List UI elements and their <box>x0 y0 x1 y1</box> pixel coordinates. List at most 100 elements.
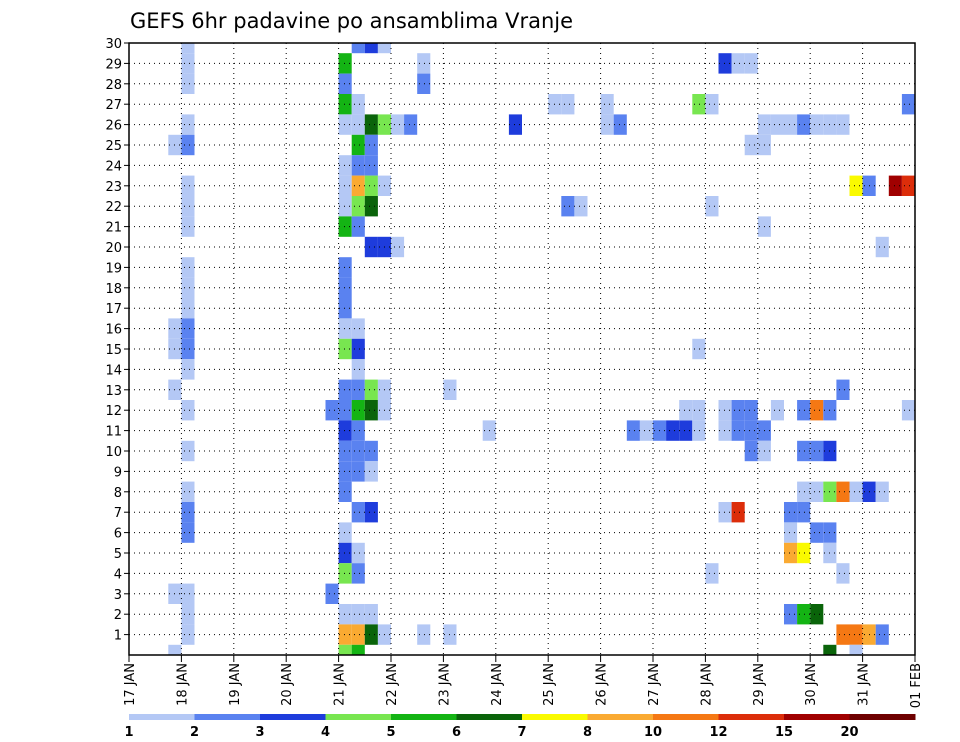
precip-cell <box>679 400 693 421</box>
precip-cell <box>417 53 431 74</box>
precip-cell <box>168 644 182 655</box>
precip-cell <box>810 440 824 462</box>
y-tick-label: 5 <box>114 547 122 562</box>
precip-cell <box>731 53 745 74</box>
precip-cell <box>338 604 352 625</box>
legend-label: 8 <box>583 725 592 740</box>
precip-cell <box>338 216 352 237</box>
precip-cell <box>364 379 378 400</box>
precip-cell <box>705 94 719 115</box>
precip-cell <box>338 379 352 400</box>
precip-cell <box>901 400 915 421</box>
precip-cell <box>849 624 863 645</box>
precip-cell <box>338 644 352 655</box>
chart-title: GEFS 6hr padavine po ansamblima Vranje <box>130 9 573 33</box>
precip-cell <box>770 400 784 421</box>
precip-cell <box>364 400 378 421</box>
precip-cell <box>574 196 588 217</box>
precip-cell <box>875 624 889 645</box>
legend-label: 2 <box>190 725 199 740</box>
precip-cell <box>784 502 798 523</box>
y-tick-label: 15 <box>105 343 122 358</box>
precip-cell <box>338 73 352 94</box>
precip-cell <box>797 400 811 421</box>
precip-cell <box>351 94 365 115</box>
precip-cell <box>417 73 431 94</box>
precip-cell <box>181 359 195 380</box>
precip-cell <box>338 298 352 319</box>
precip-cell <box>351 134 365 156</box>
x-tick-label: 25 JAN <box>542 663 557 706</box>
precip-cell <box>338 53 352 74</box>
y-tick-label: 4 <box>114 567 122 582</box>
legend-swatch <box>587 714 654 720</box>
precip-cell <box>338 563 352 584</box>
precip-cell <box>181 502 195 523</box>
precip-cell <box>639 420 653 441</box>
precip-cell <box>364 461 378 482</box>
precip-cell <box>836 481 850 502</box>
precip-cell <box>351 216 365 237</box>
precip-cell <box>744 53 758 74</box>
y-tick-label: 14 <box>105 363 122 378</box>
precip-cell <box>797 542 811 564</box>
legend-swatch <box>456 714 523 720</box>
precip-cell <box>351 175 365 196</box>
precip-cell <box>338 338 352 360</box>
precip-cell <box>351 196 365 217</box>
precip-cell <box>718 420 732 441</box>
legend-swatch <box>718 714 785 720</box>
y-tick-label: 3 <box>114 588 122 603</box>
precip-cell <box>364 196 378 217</box>
x-tick-label: 27 JAN <box>647 663 662 706</box>
precip-cell <box>181 196 195 217</box>
precip-cell <box>692 94 706 115</box>
precip-cell <box>181 216 195 237</box>
precip-cell <box>364 175 378 196</box>
y-tick-label: 1 <box>114 629 122 644</box>
precip-cell <box>351 502 365 523</box>
legend-swatch <box>129 714 195 720</box>
precip-cell <box>508 114 522 135</box>
precip-cell <box>718 53 732 74</box>
precip-cell <box>784 542 798 564</box>
precip-cell <box>797 604 811 625</box>
precip-cell <box>351 379 365 400</box>
x-tick-label: 28 JAN <box>699 663 714 706</box>
precip-cell <box>810 604 824 625</box>
precip-cell <box>391 236 405 258</box>
precip-cell <box>770 114 784 135</box>
precip-cell <box>679 420 693 441</box>
precip-cell <box>784 114 798 135</box>
precip-cell <box>181 53 195 74</box>
legend-label: 10 <box>644 725 662 740</box>
x-tick-label: 18 JAN <box>175 663 190 706</box>
precip-cell <box>351 604 365 625</box>
precip-cell <box>338 420 352 441</box>
x-axis: 17 JAN 18 JAN 19 JAN 20 JAN 21 JAN 22 JAN 23 J… <box>123 655 924 708</box>
precip-cell <box>561 196 575 217</box>
precip-cell <box>364 440 378 462</box>
y-tick-label: 29 <box>105 57 122 72</box>
precip-cell <box>181 43 195 54</box>
precip-cell <box>351 644 365 655</box>
legend-label: 20 <box>840 725 858 740</box>
precip-cell <box>351 400 365 421</box>
precip-cell <box>181 318 195 339</box>
y-tick-label: 23 <box>105 180 122 195</box>
precip-cell <box>338 400 352 421</box>
precip-cell <box>181 257 195 278</box>
precip-cell <box>600 94 614 115</box>
precip-cell <box>797 440 811 462</box>
precip-cell <box>810 481 824 502</box>
precip-cell <box>351 338 365 360</box>
precip-cell <box>613 114 627 135</box>
y-tick-label: 25 <box>105 139 122 154</box>
precip-cell <box>364 502 378 523</box>
precip-cell <box>338 114 352 135</box>
x-tick-label: 20 JAN <box>280 663 295 706</box>
precip-cell <box>338 155 352 176</box>
precip-cell <box>797 502 811 523</box>
y-tick-label: 22 <box>105 200 122 215</box>
